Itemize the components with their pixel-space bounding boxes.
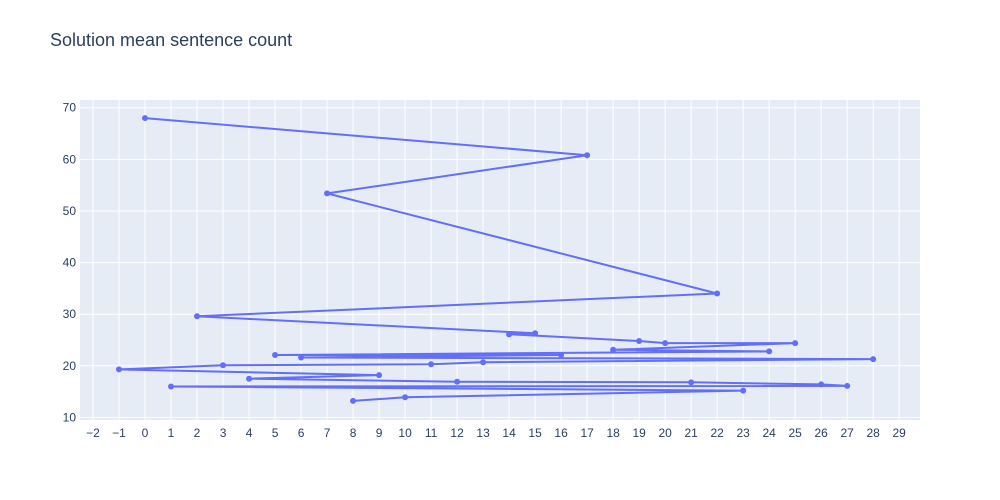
- x-tick-labels: −2 −1 0 1 2 3 4 5 6 7 8 9 10 11 12 13 14 15 16 17 18 19 20 21 22…: [86, 426, 906, 440]
- x-tick-label: 0: [142, 426, 149, 440]
- x-tick-label: 15: [528, 426, 542, 440]
- x-tick-label: 8: [350, 426, 357, 440]
- x-tick-label: 28: [867, 426, 881, 440]
- x-tick-label: −2: [86, 426, 100, 440]
- x-tick-label: 23: [736, 426, 750, 440]
- data-point[interactable]: [480, 359, 487, 366]
- data-point[interactable]: [636, 338, 643, 345]
- x-tick-label: 11: [425, 426, 438, 440]
- y-tick-label: 10: [63, 410, 77, 424]
- x-tick-label: 29: [893, 426, 907, 440]
- data-point[interactable]: [272, 351, 279, 358]
- x-tick-label: 9: [376, 426, 383, 440]
- x-tick-label: 25: [788, 426, 802, 440]
- chart-title: Solution mean sentence count: [50, 30, 293, 50]
- y-tick-labels: 10 20 30 40 50 60 70: [63, 101, 77, 425]
- data-point[interactable]: [142, 115, 149, 122]
- x-tick-label: 22: [710, 426, 724, 440]
- x-tick-label: 10: [398, 426, 412, 440]
- y-tick-label: 40: [63, 256, 77, 270]
- x-tick-label: 7: [324, 426, 331, 440]
- y-tick-label: 20: [63, 359, 77, 373]
- data-point[interactable]: [558, 351, 565, 358]
- y-tick-label: 70: [63, 101, 77, 115]
- x-tick-label: 24: [762, 426, 776, 440]
- data-point[interactable]: [194, 313, 201, 320]
- data-point[interactable]: [220, 362, 227, 369]
- data-point[interactable]: [350, 397, 357, 404]
- data-point[interactable]: [662, 340, 669, 347]
- x-tick-label: 18: [606, 426, 620, 440]
- x-tick-label: 1: [168, 426, 175, 440]
- y-tick-label: 50: [63, 204, 77, 218]
- y-tick-label: 60: [63, 152, 77, 166]
- data-point[interactable]: [532, 330, 539, 337]
- data-point[interactable]: [610, 346, 617, 353]
- data-point[interactable]: [376, 372, 383, 379]
- data-point[interactable]: [818, 381, 825, 388]
- data-point[interactable]: [168, 383, 175, 390]
- data-point[interactable]: [506, 331, 513, 338]
- data-point[interactable]: [428, 361, 435, 368]
- plot-area: [80, 100, 920, 420]
- x-tick-label: 14: [502, 426, 516, 440]
- data-point[interactable]: [844, 382, 851, 389]
- x-tick-label: 6: [298, 426, 305, 440]
- x-tick-label: −1: [112, 426, 126, 440]
- series-points: [116, 115, 877, 404]
- data-point[interactable]: [298, 354, 305, 361]
- data-point[interactable]: [714, 290, 721, 297]
- x-tick-label: 2: [194, 426, 201, 440]
- data-point[interactable]: [454, 378, 461, 385]
- data-point[interactable]: [792, 340, 799, 347]
- series-line: [118, 117, 875, 402]
- x-tick-label: 5: [272, 426, 279, 440]
- data-point[interactable]: [870, 356, 877, 363]
- x-tick-label: 27: [841, 426, 855, 440]
- x-tick-label: 19: [632, 426, 646, 440]
- data-point[interactable]: [766, 348, 773, 355]
- x-tick-label: 26: [814, 426, 828, 440]
- data-point[interactable]: [740, 387, 747, 394]
- x-tick-label: 12: [450, 426, 464, 440]
- data-point[interactable]: [584, 152, 591, 159]
- data-point[interactable]: [116, 366, 123, 373]
- x-tick-label: 13: [476, 426, 490, 440]
- x-tick-label: 17: [580, 426, 594, 440]
- data-point[interactable]: [688, 379, 695, 386]
- x-tick-label: 4: [246, 426, 253, 440]
- y-tick-label: 30: [63, 307, 77, 321]
- x-tick-label: 16: [554, 426, 568, 440]
- x-tick-label: 3: [220, 426, 227, 440]
- x-tick-label: 20: [658, 426, 672, 440]
- data-point[interactable]: [246, 375, 253, 382]
- data-point[interactable]: [402, 394, 409, 401]
- x-tick-label: 21: [684, 426, 698, 440]
- data-point[interactable]: [324, 190, 331, 197]
